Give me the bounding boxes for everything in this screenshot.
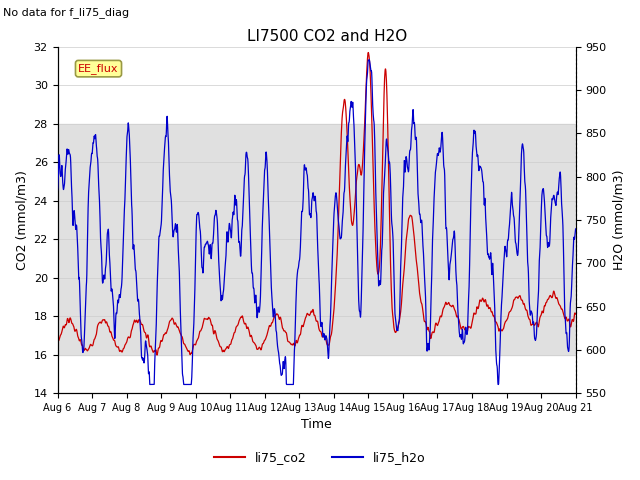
- X-axis label: Time: Time: [301, 419, 332, 432]
- Text: No data for f_li75_diag: No data for f_li75_diag: [3, 7, 129, 18]
- Bar: [58, 124, 575, 355]
- Title: LI7500 CO2 and H2O: LI7500 CO2 and H2O: [247, 29, 407, 44]
- Y-axis label: CO2 (mmol/m3): CO2 (mmol/m3): [15, 170, 28, 270]
- Legend: li75_co2, li75_h2o: li75_co2, li75_h2o: [209, 446, 431, 469]
- Y-axis label: H2O (mmol/m3): H2O (mmol/m3): [612, 170, 625, 270]
- Text: EE_flux: EE_flux: [78, 63, 119, 74]
